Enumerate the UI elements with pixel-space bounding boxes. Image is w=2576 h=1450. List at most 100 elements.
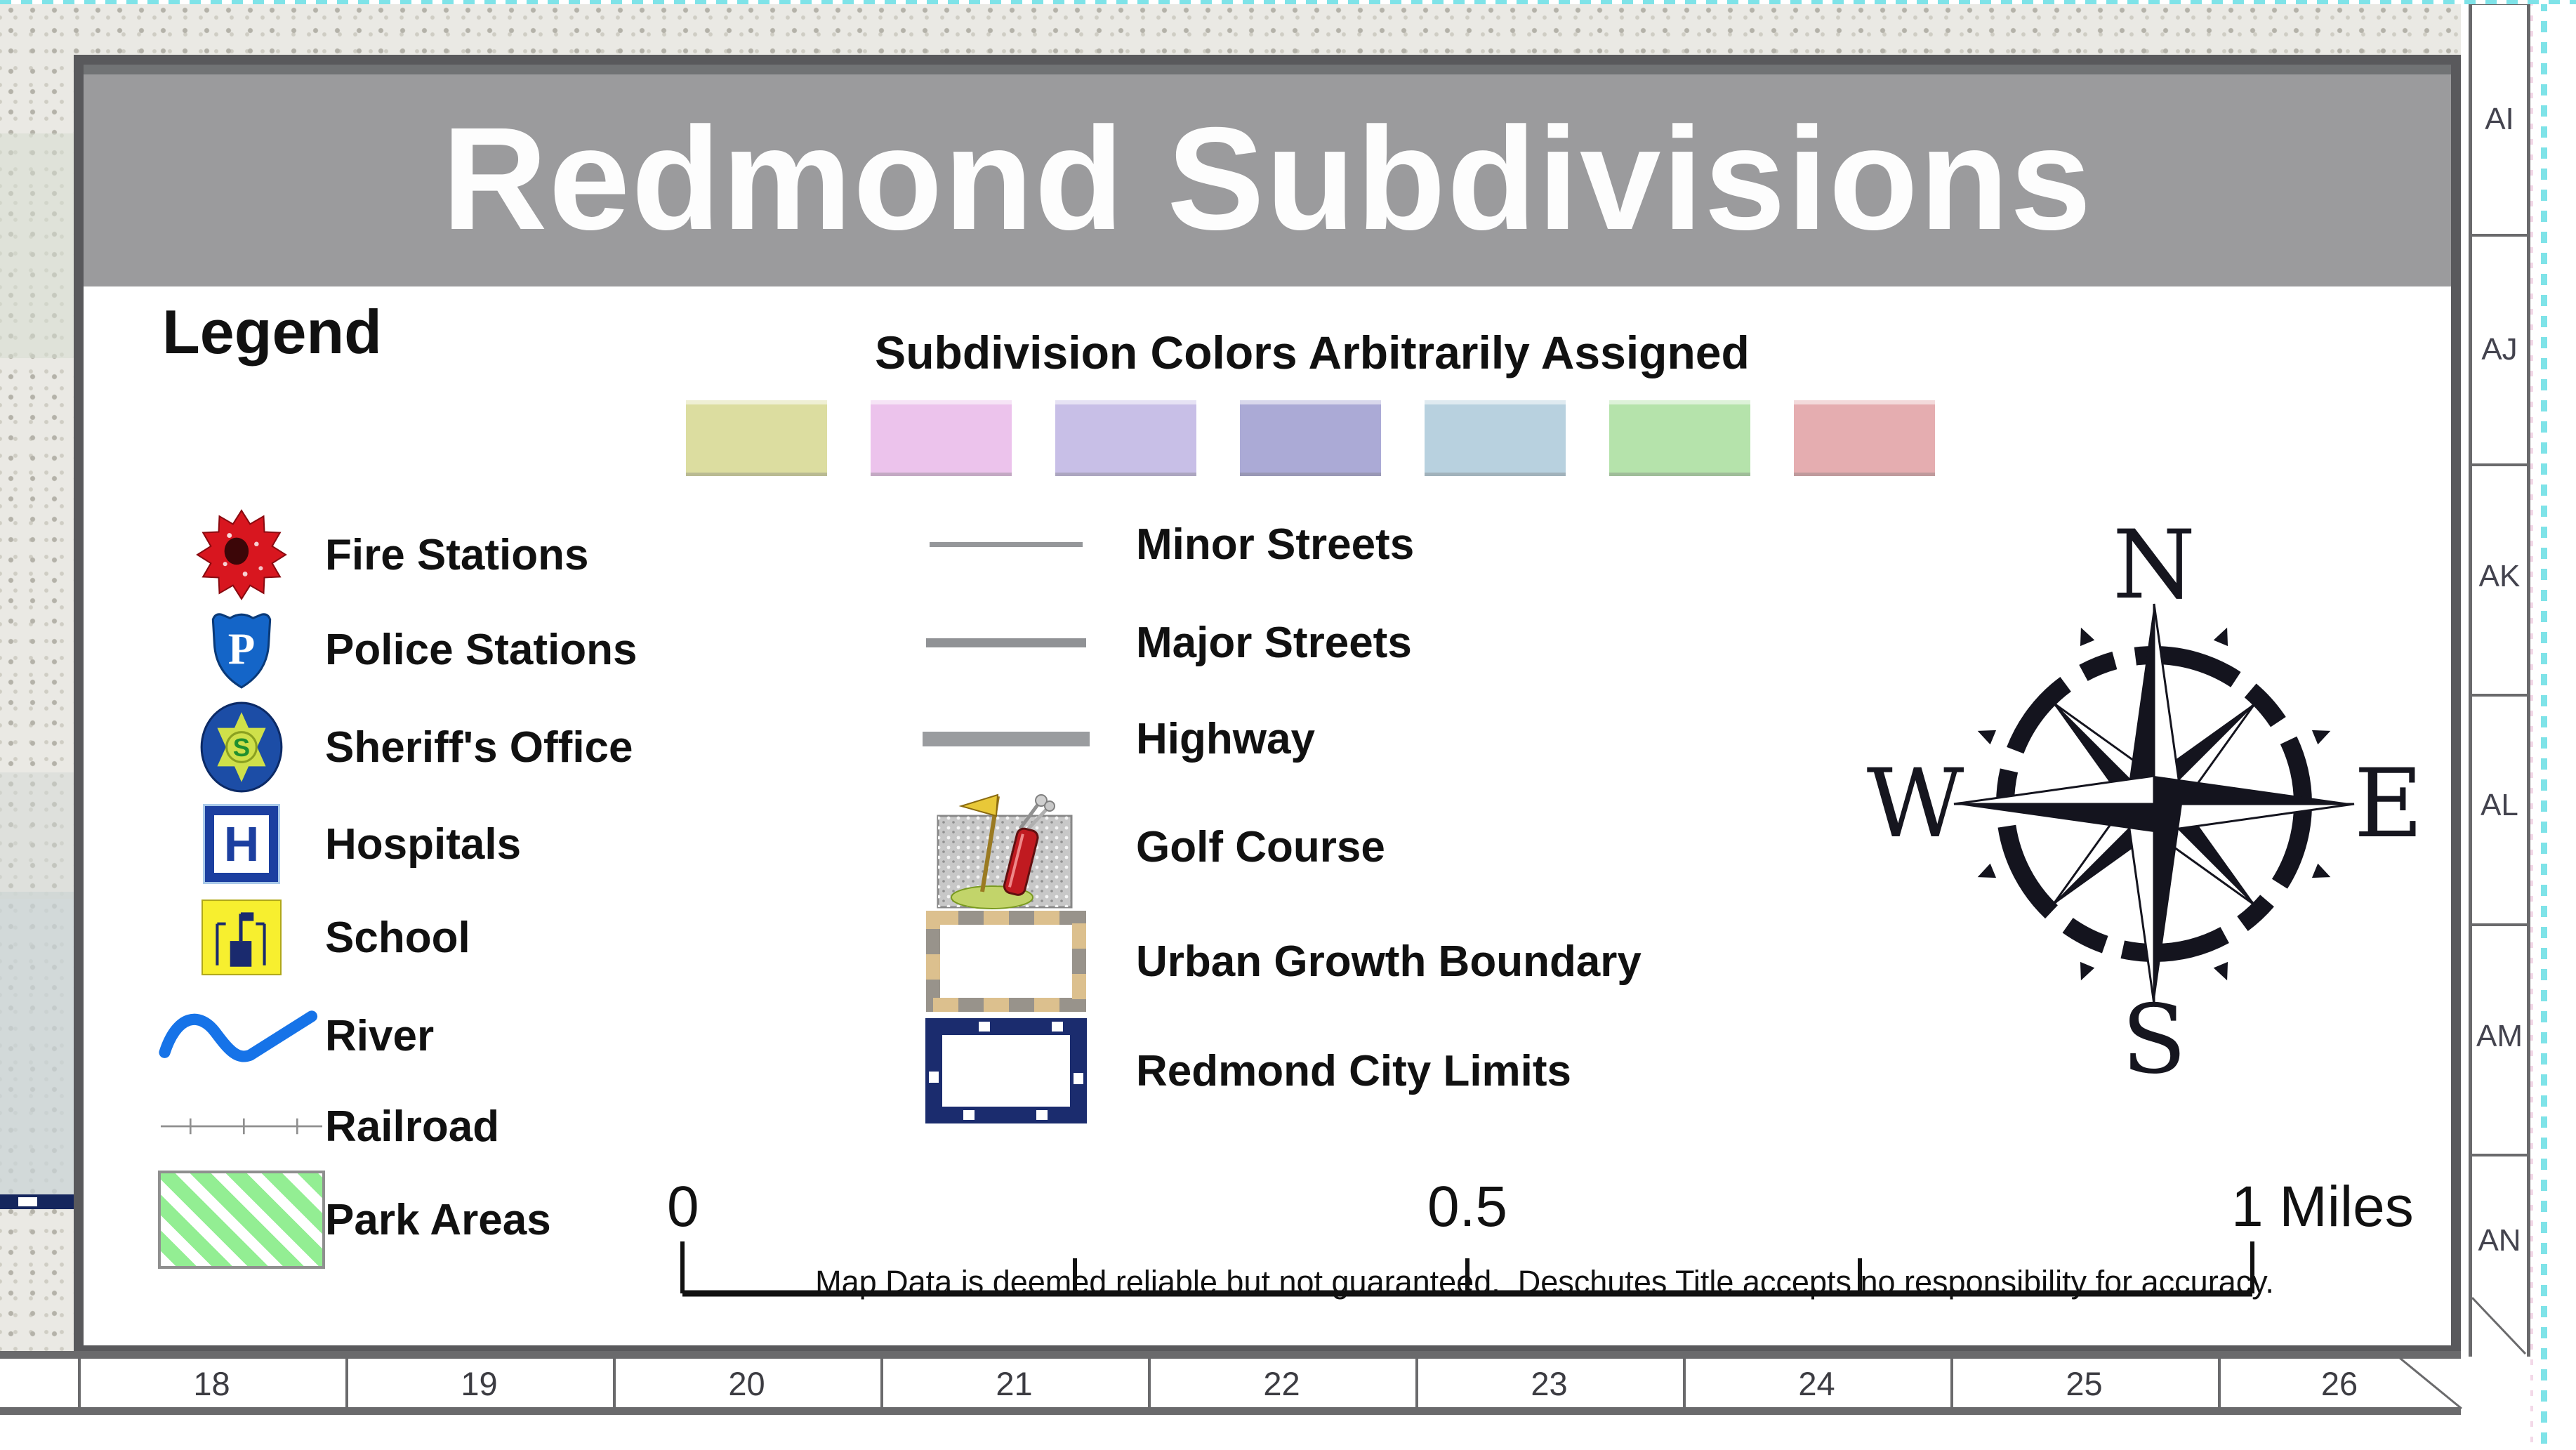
park-area-swatch xyxy=(158,1171,325,1269)
letter-column-diagonal xyxy=(2472,1296,2527,1355)
legend-item-label: School xyxy=(325,913,470,962)
grid-divider xyxy=(613,1359,616,1407)
legend-item-railroad: Railroad xyxy=(158,1074,499,1179)
legend-item-river: River xyxy=(158,983,434,1088)
major-street-line-icon xyxy=(923,638,1090,647)
grid-column-label: 26 xyxy=(2320,1364,2358,1402)
legend-item-urban-growth-boundary: Urban Growth Boundary xyxy=(923,902,1642,1021)
highway-line-icon xyxy=(923,731,1090,746)
grid-column-label: 25 xyxy=(2066,1364,2103,1402)
police-station-icon: P xyxy=(158,607,325,692)
city-limit-line-on-map xyxy=(0,1194,79,1209)
legend-item-label: Hospitals xyxy=(325,819,522,869)
grid-divider xyxy=(1415,1359,1418,1407)
legend-item-fire-stations: Fire Stations xyxy=(158,502,589,607)
svg-text:P: P xyxy=(228,624,256,673)
hospital-icon: H xyxy=(158,806,325,882)
compass-rose: N S W E xyxy=(1867,523,2424,1085)
scale-bar xyxy=(680,1241,2254,1297)
legend-item-major-streets: Major Streets xyxy=(923,590,1412,695)
fire-station-icon xyxy=(158,508,325,601)
grid-divider xyxy=(78,1359,81,1407)
compass-east-label: E xyxy=(2354,749,2424,859)
scale-label-end: 1 Miles xyxy=(2231,1175,2414,1239)
legend-heading: Legend xyxy=(162,297,382,367)
subdivision-color-swatch xyxy=(686,400,827,476)
grid-divider xyxy=(1950,1359,1953,1407)
sheriff-badge-icon: S xyxy=(158,701,325,793)
scale-label-middle: 0.5 xyxy=(1427,1175,1507,1239)
subdivision-colors-note: Subdivision Colors Arbitrarily Assigned xyxy=(875,327,1750,378)
grid-divider xyxy=(880,1359,883,1407)
grid-divider xyxy=(2218,1359,2221,1407)
urban-growth-boundary-icon xyxy=(923,909,1090,1013)
compass-west-label: W xyxy=(1867,749,1964,859)
grid-column-label: 22 xyxy=(1263,1364,1300,1402)
grid-column-label: 18 xyxy=(193,1364,230,1402)
legend-item-label: Major Streets xyxy=(1136,618,1412,667)
grid-row-divider xyxy=(2472,1154,2527,1156)
grid-divider xyxy=(345,1359,348,1407)
legend-item-label: Highway xyxy=(1136,714,1315,763)
legend-item-label: Redmond City Limits xyxy=(1136,1046,1572,1095)
grid-row-divider xyxy=(2472,923,2527,926)
minor-street-line-icon xyxy=(923,541,1090,547)
grid-row-label: AI xyxy=(2485,102,2514,136)
page-guide-cyan-top-line xyxy=(0,0,2576,4)
legend-item-label: Police Stations xyxy=(325,625,638,674)
subdivision-color-swatches xyxy=(686,400,1985,477)
legend-item-golf-course: Golf Course xyxy=(923,782,1385,912)
grid-divider xyxy=(1148,1359,1151,1407)
legend-item-label: Golf Course xyxy=(1136,823,1385,871)
svg-text:S: S xyxy=(233,733,250,762)
subdivision-color-swatch xyxy=(1609,400,1750,476)
grid-row-divider xyxy=(2472,463,2527,466)
school-icon xyxy=(158,899,325,975)
grid-row-label: AJ xyxy=(2481,332,2518,367)
legend-item-police-stations: P Police Stations xyxy=(158,597,637,702)
map-terrain-patch xyxy=(0,133,74,358)
legend-item-label: Railroad xyxy=(325,1102,500,1151)
grid-corner-diagonal xyxy=(2399,1358,2462,1410)
map-water-patch xyxy=(0,892,74,1201)
grid-row-divider xyxy=(2472,694,2527,697)
page-guide-pink-line xyxy=(2530,0,2533,1450)
grid-column-label: 20 xyxy=(728,1364,765,1402)
river-line-icon xyxy=(158,997,325,1074)
grid-column-label: 19 xyxy=(461,1364,498,1402)
subdivision-color-swatch xyxy=(1794,400,1935,476)
legend-panel: Redmond Subdivisions Legend Subdivision … xyxy=(74,55,2461,1355)
compass-south-label: S xyxy=(2122,984,2186,1085)
legend-item-label: Park Areas xyxy=(325,1195,551,1244)
legend-item-label: Sheriff's Office xyxy=(325,723,633,772)
legend-item-label: Fire Stations xyxy=(325,530,589,579)
legend-item-label: Minor Streets xyxy=(1136,520,1415,569)
map-disclaimer: Map Data is deemed reliable but not guar… xyxy=(815,1264,2274,1300)
legend-item-school: School xyxy=(158,885,470,990)
title-bar: Redmond Subdivisions xyxy=(84,65,2451,286)
legend-item-label: Urban Growth Boundary xyxy=(1136,937,1642,986)
page-guide-cyan-line xyxy=(2541,0,2547,1450)
legend-item-redmond-city-limits: Redmond City Limits xyxy=(923,1011,1571,1131)
page-title: Redmond Subdivisions xyxy=(442,98,2093,261)
redmond-city-limits-icon xyxy=(923,1017,1090,1124)
grid-column-label: 21 xyxy=(996,1364,1033,1402)
subdivision-color-swatch xyxy=(1240,400,1381,476)
map-terrain-patch xyxy=(0,772,74,899)
grid-column-label: 24 xyxy=(1798,1364,1835,1402)
scale-label-start: 0 xyxy=(667,1175,699,1239)
legend-item-label: River xyxy=(325,1011,435,1060)
legend-item-minor-streets: Minor Streets xyxy=(923,492,1414,597)
grid-row-divider xyxy=(2472,234,2527,237)
subdivision-color-swatch xyxy=(1055,400,1196,476)
railroad-line-icon xyxy=(158,1109,325,1144)
grid-row-label: AM xyxy=(2476,1019,2523,1053)
grid-top-bar xyxy=(0,1351,2461,1359)
grid-row-label: AL xyxy=(2481,788,2518,822)
grid-bottom-bar xyxy=(0,1407,2461,1415)
legend-item-highway: Highway xyxy=(923,686,1315,791)
golf-course-icon xyxy=(923,785,1090,910)
grid-letter-column: AI AJ AK AL AM AN xyxy=(2469,0,2530,1357)
grid-column-label: 23 xyxy=(1531,1364,1568,1402)
